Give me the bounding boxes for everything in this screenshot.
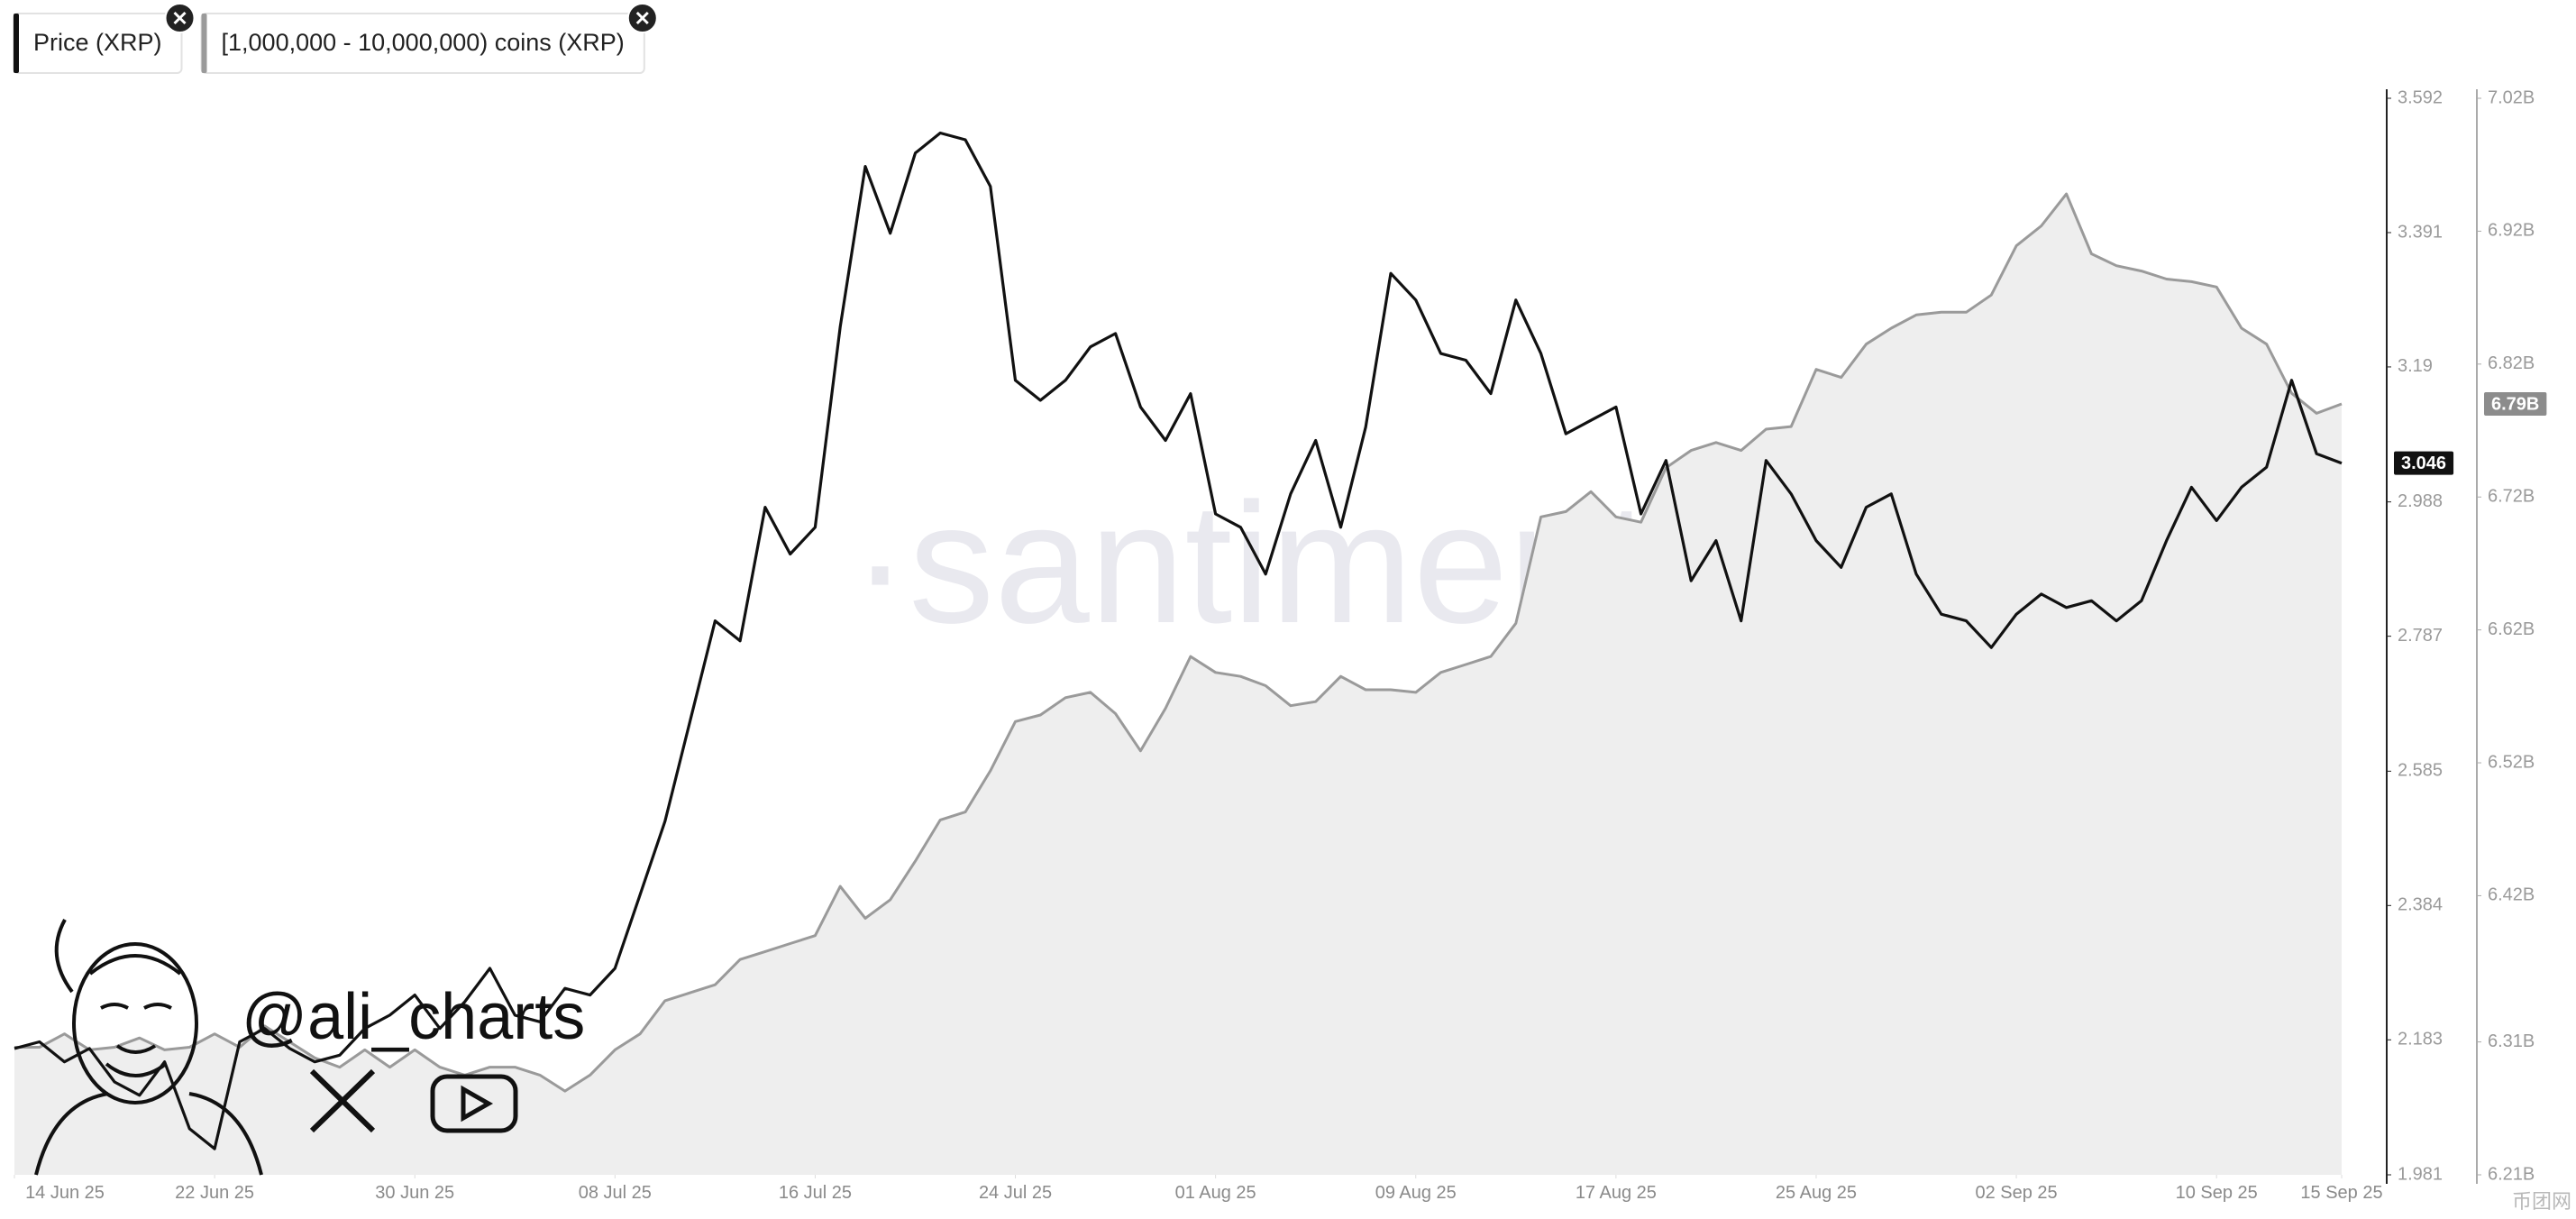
last-value-tag: 6.79B [2484,392,2547,417]
y2-tick-label: 6.72B [2488,487,2535,507]
y-tick-label: 2.988 [2398,491,2443,511]
y2-tick-label: 6.31B [2488,1031,2535,1051]
last-value-label: 3.046 [2401,454,2446,473]
y-tick-label: 3.592 [2398,87,2443,107]
x-tick-label: 15 Sep 25 [2300,1183,2382,1203]
legend-chip[interactable]: Price (XRP) [13,3,196,74]
close-cross [635,11,649,25]
x-tick-label: 17 Aug 25 [1576,1183,1657,1203]
y2-tick-label: 6.92B [2488,221,2535,241]
last-value-tag: 3.046 [2394,451,2454,475]
x-tick-label: 09 Aug 25 [1375,1183,1457,1203]
x-tick-label: 24 Jul 25 [979,1183,1052,1203]
author-handle: @ali_charts [242,981,585,1053]
y2-tick-label: 6.42B [2488,885,2535,905]
legend-entry: Price (XRP) [33,29,162,56]
x-tick-label: 30 Jun 25 [375,1183,454,1203]
avatar [34,919,263,1176]
y2-tick-label: 6.82B [2488,353,2535,373]
last-value-label: 6.79B [2491,394,2539,414]
y-tick-label: 2.384 [2398,895,2443,915]
series-line [14,192,2343,1093]
x-tick-label: 14 Jun 25 [25,1183,105,1203]
y-tick-label: 2.183 [2398,1030,2443,1049]
author-brand: @ali_charts [34,919,585,1176]
y2-tick-label: 6.62B [2488,619,2535,639]
x-tick-label: 25 Aug 25 [1776,1183,1857,1203]
x-tick-label: 08 Jul 25 [579,1183,652,1203]
x-tick-label: 02 Sep 25 [1975,1183,2057,1203]
y-tick-label: 1.981 [2398,1164,2443,1184]
y2-tick-label: 7.02B [2488,87,2535,107]
legend-chip-swatch [201,14,207,73]
y-tick-label: 2.787 [2398,626,2443,646]
y2-tick-label: 6.21B [2488,1164,2535,1184]
legend-entry: [1,000,000 - 10,000,000) coins (XRP) [222,29,625,56]
y-tick-label: 3.19 [2398,356,2433,376]
last-value-box [2394,451,2454,475]
x-tick-label: 10 Sep 25 [2176,1183,2258,1203]
y2-tick-label: 6.52B [2488,752,2535,772]
x-icon [309,1068,376,1133]
legend-chip-swatch [14,14,19,73]
x-tick-label: 01 Aug 25 [1175,1183,1256,1203]
legend-close-button[interactable] [626,3,658,33]
x-tick-label: 22 Jun 25 [175,1183,254,1203]
close-cross [173,11,187,25]
legend-chip[interactable]: [1,000,000 - 10,000,000) coins (XRP) [200,3,658,74]
legend-close-button[interactable] [164,3,196,33]
y-tick-label: 2.585 [2398,761,2443,781]
youtube-icon [430,1074,518,1133]
series-line [14,131,2343,1150]
x-tick-label: 16 Jul 25 [779,1183,852,1203]
source-mark: 币团网 [2512,1190,2571,1213]
y-tick-label: 3.391 [2398,222,2443,242]
last-value-box [2484,392,2547,417]
plot-area: 1.981 2.183 2.384 2.585 2.787 2.988 3.19 3.391 3… [14,87,2547,1203]
